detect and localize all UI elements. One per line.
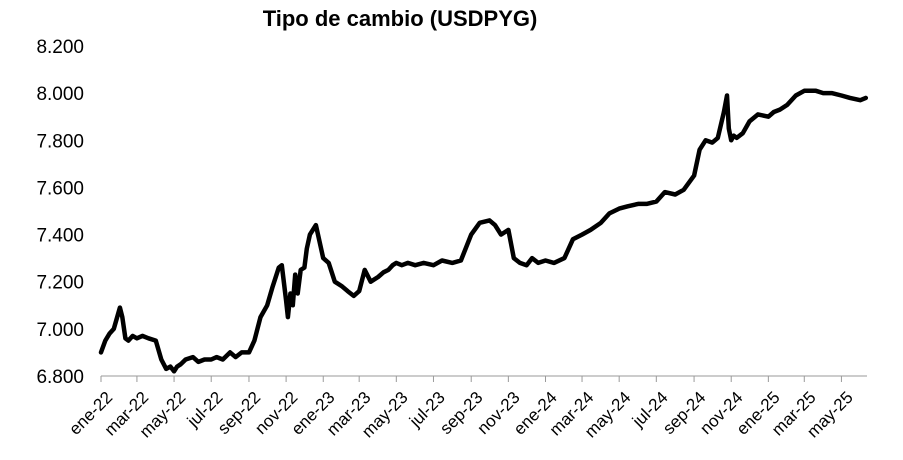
y-tick-label: 8.000 (36, 84, 84, 105)
y-tick-label: 7.000 (36, 320, 84, 341)
x-axis-ticks: ene-22mar-22may-22jul-22sep-22nov-22ene-… (65, 388, 856, 442)
y-tick-label: 7.600 (36, 178, 84, 199)
series-line-usdpyg (98, 88, 869, 374)
y-tick-label: 6.800 (36, 367, 84, 388)
chart-title: Tipo de cambio (USDPYG) (262, 6, 538, 31)
y-tick-label: 7.200 (36, 273, 84, 294)
y-tick-label: 7.400 (36, 226, 84, 247)
x-axis-tickmarks (100, 376, 842, 382)
y-tick-label: 8.200 (36, 37, 84, 58)
y-tick-label: 7.800 (36, 131, 84, 152)
y-axis-ticks: 6.800 7.000 7.200 7.400 7.600 7.800 8.000 8.200 (36, 37, 84, 388)
